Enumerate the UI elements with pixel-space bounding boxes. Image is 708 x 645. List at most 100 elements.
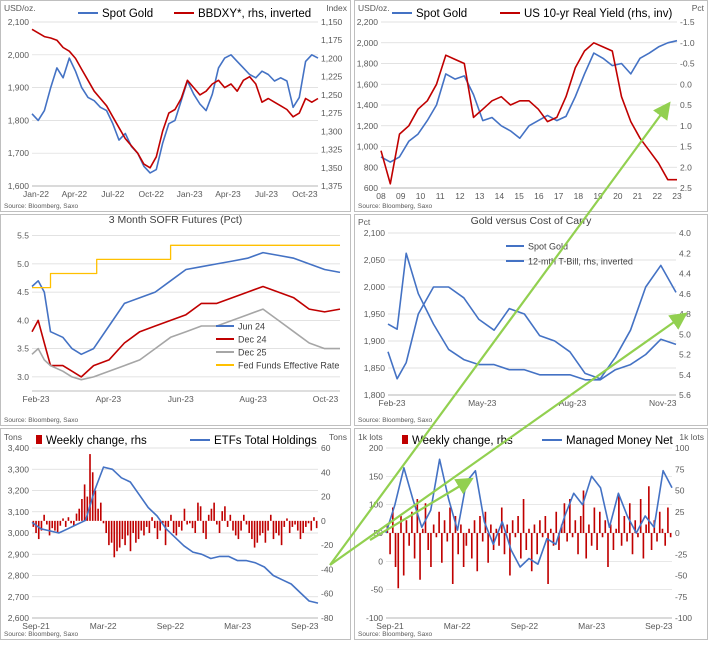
bar-weekly-change <box>397 533 400 589</box>
bar-weekly-change <box>286 518 288 521</box>
bar-weekly-change <box>186 520 188 525</box>
bar-weekly-change <box>601 533 604 538</box>
y-right-tick-label: 75 <box>675 464 685 474</box>
bar-weekly-change <box>54 520 56 531</box>
bar-weekly-change <box>419 533 421 580</box>
bar-weekly-change <box>585 533 588 559</box>
y-left-unit: USD/oz. <box>358 3 390 13</box>
bar-weekly-change <box>143 520 145 536</box>
bar-weekly-change <box>81 499 83 521</box>
bar-weekly-change <box>552 533 555 546</box>
bar-weekly-change <box>481 533 484 542</box>
bar-weekly-change <box>413 533 416 559</box>
bar-weekly-change <box>416 499 419 533</box>
chart-panel-6: -100 -50 0 50 100 150 200 -100 -75 -50 -25 0 25 50 75 1… <box>354 428 708 640</box>
bar-weekly-change <box>226 520 229 527</box>
bar-weekly-change <box>102 520 105 524</box>
y-right-tick-label: -60 <box>321 589 334 599</box>
bar-weekly-change <box>593 507 596 533</box>
bar-weekly-change <box>148 520 151 533</box>
y-left-tick-label: 4.0 <box>17 315 29 325</box>
x-tick-label: Jan-22 <box>23 189 49 199</box>
y-right-tick-label: 1,150 <box>321 17 343 27</box>
y-right-tick-label: 5.6 <box>679 390 691 400</box>
bar-weekly-change <box>315 520 318 529</box>
x-tick-label: 08 <box>376 191 386 201</box>
x-tick-label: Apr-23 <box>215 189 241 199</box>
bar-weekly-change <box>637 533 639 538</box>
y-right-tick-label: -80 <box>321 613 334 623</box>
bar-weekly-change <box>642 533 645 559</box>
panel-frame <box>354 214 708 426</box>
x-tick-label: Sep-21 <box>22 621 50 631</box>
y-left-tick-label: 1,800 <box>357 59 379 69</box>
y-left-tick-label: 2,000 <box>8 50 30 60</box>
bar-weekly-change <box>116 520 118 552</box>
series-line-spot-gold <box>380 39 678 163</box>
bar-weekly-change <box>86 496 89 521</box>
legend-label: Dec 24 <box>238 335 267 345</box>
y-left-tick-label: 2,050 <box>364 255 386 265</box>
bar-weekly-change <box>189 520 191 524</box>
bar-weekly-change <box>571 533 574 538</box>
y-right-tick-label: 0.0 <box>680 79 692 89</box>
bar-weekly-change <box>462 533 465 567</box>
bar-weekly-change <box>530 533 533 572</box>
x-tick-label: 11 <box>436 191 445 201</box>
x-tick-label: Mar-23 <box>224 621 251 631</box>
y-left-tick-label: 1,700 <box>8 148 30 158</box>
y-left-tick-label: 2,200 <box>357 17 379 27</box>
bar-weekly-change <box>307 520 310 524</box>
y-right-tick-label: 1,200 <box>321 53 343 63</box>
bar-weekly-change <box>172 520 175 533</box>
bar-weekly-change <box>520 533 522 559</box>
chart-panel-2: 600 800 1,000 1,200 1,400 1,600 1,800 2,000 2,20… <box>354 0 708 212</box>
x-tick-label: Sep-22 <box>157 621 185 631</box>
bar-weekly-change <box>256 520 259 543</box>
y-left-tick-label: 1,000 <box>357 142 379 152</box>
y-right-tick-label: 1,300 <box>321 126 343 136</box>
bar-weekly-change <box>451 533 454 584</box>
bar-weekly-change <box>67 517 70 521</box>
y-left-tick-label: 1,950 <box>364 309 386 319</box>
y-right-tick-label: 1.0 <box>680 121 692 131</box>
y-right-tick-label: 4.0 <box>679 228 691 238</box>
bar-weekly-change <box>48 520 51 536</box>
y-left-tick-label: 1,800 <box>8 115 30 125</box>
x-tick-label: May-23 <box>468 398 497 408</box>
y-right-tick-label: 4.6 <box>679 289 691 299</box>
y-left-tick-label: 2,100 <box>364 228 386 238</box>
bar-weekly-change <box>620 533 623 546</box>
y-right-tick-label: 5.4 <box>679 370 691 380</box>
bar-weekly-change <box>424 503 427 533</box>
bar-weekly-change <box>275 520 277 533</box>
legend-swatch <box>402 435 408 444</box>
bar-weekly-change <box>113 520 116 558</box>
bar-weekly-change <box>129 520 132 552</box>
y-right-tick-label: 1,175 <box>321 35 343 45</box>
bar-weekly-change <box>180 520 183 531</box>
bar-weekly-change <box>604 520 607 533</box>
bar-weekly-change <box>197 502 199 521</box>
bar-weekly-change <box>224 506 226 521</box>
bar-weekly-change <box>251 520 253 540</box>
y-right-tick-label: 1.5 <box>680 142 692 152</box>
legend-label: Jun 24 <box>238 322 265 332</box>
y-left-unit: Tons <box>4 432 22 442</box>
y-left-tick-label: 5.0 <box>17 259 29 269</box>
bar-weekly-change <box>628 503 631 533</box>
bar-weekly-change <box>470 533 473 559</box>
bar-weekly-change <box>267 520 269 531</box>
y-right-tick-label: -20 <box>321 540 334 550</box>
bar-weekly-change <box>156 520 159 540</box>
series-line-spot-gold <box>31 54 319 174</box>
y-right-tick-label: 4.4 <box>679 269 691 279</box>
bar-weekly-change <box>108 520 110 546</box>
bar-weekly-change <box>544 516 547 533</box>
bar-weekly-change <box>400 516 402 533</box>
series-line-etfs-total-holdings <box>31 466 319 604</box>
bar-weekly-change <box>291 520 294 527</box>
bar-weekly-change <box>170 514 172 521</box>
bar-weekly-change <box>394 533 397 567</box>
